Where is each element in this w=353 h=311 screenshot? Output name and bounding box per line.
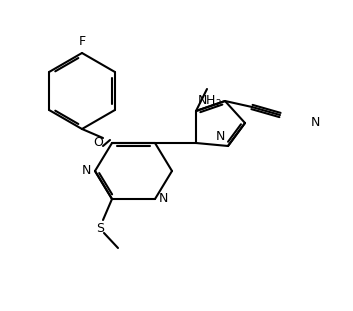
Text: NH$_2$: NH$_2$ [197, 94, 221, 109]
Text: S: S [96, 221, 104, 234]
Text: N: N [82, 165, 91, 178]
Text: O: O [93, 137, 103, 150]
Text: N: N [159, 193, 168, 206]
Text: N: N [311, 117, 321, 129]
Text: F: F [78, 35, 85, 48]
Text: N: N [216, 130, 225, 143]
